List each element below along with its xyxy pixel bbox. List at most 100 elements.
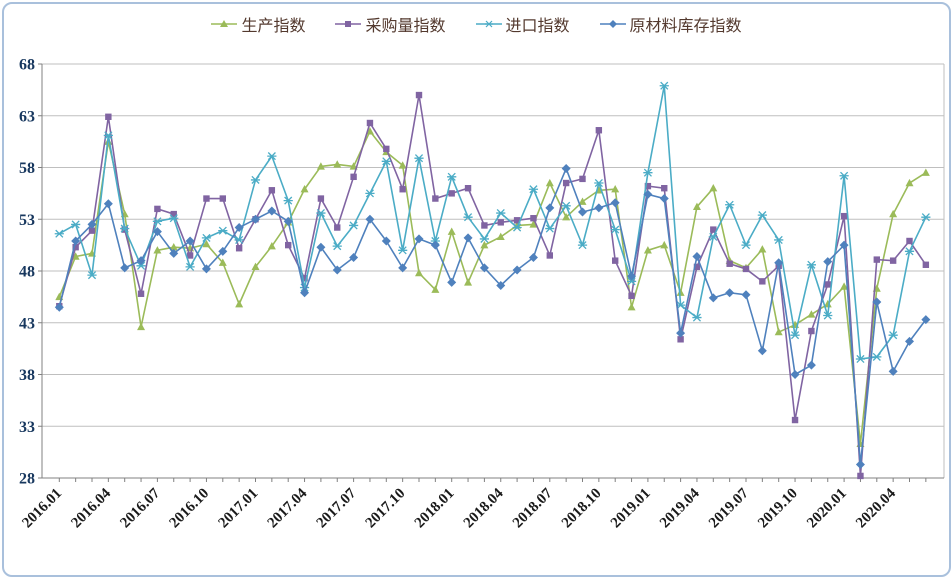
data-point-x bbox=[643, 168, 653, 177]
data-point-square bbox=[742, 265, 750, 273]
data-point-x bbox=[332, 242, 342, 251]
data-point-triangle bbox=[807, 310, 816, 318]
data-point-x bbox=[823, 311, 833, 320]
data-point-square bbox=[383, 145, 390, 153]
x-axis-tick-label: 2018.04 bbox=[461, 485, 507, 531]
data-point-triangle bbox=[823, 299, 832, 308]
data-point-diamond bbox=[545, 203, 555, 213]
data-point-square bbox=[301, 275, 308, 282]
legend-item-import-index[interactable]: 进口指数 bbox=[475, 12, 570, 36]
legend-item-raw-material-inventory-index[interactable]: 原材料库存指数 bbox=[599, 12, 742, 36]
data-point-triangle bbox=[921, 168, 930, 176]
data-point-square bbox=[759, 278, 766, 285]
data-point-x bbox=[921, 213, 931, 222]
data-point-x bbox=[185, 262, 195, 271]
data-point-x bbox=[626, 277, 637, 286]
data-point-x bbox=[774, 235, 784, 245]
data-point-diamond bbox=[398, 263, 408, 273]
data-point-square bbox=[464, 185, 472, 192]
y-axis-tick-label: 33 bbox=[19, 419, 35, 436]
x-axis-tick-label: 2017.01 bbox=[216, 486, 262, 532]
data-point-square bbox=[432, 195, 439, 202]
x-axis-tick-label: 2016.07 bbox=[117, 485, 163, 531]
data-point-triangle bbox=[316, 162, 325, 170]
data-point-x bbox=[398, 246, 408, 255]
data-point-diamond bbox=[594, 203, 604, 213]
legend-label: 生产指数 bbox=[241, 16, 306, 35]
data-point-diamond bbox=[528, 253, 538, 263]
data-point-square bbox=[219, 195, 226, 202]
legend-square-glyph bbox=[345, 21, 352, 27]
data-point-triangle bbox=[627, 303, 636, 311]
data-point-triangle bbox=[529, 220, 538, 228]
data-point-square bbox=[791, 416, 799, 424]
data-point-triangle bbox=[480, 240, 489, 249]
data-point-diamond bbox=[136, 256, 146, 266]
data-point-square bbox=[88, 227, 96, 234]
data-point-x bbox=[888, 331, 898, 340]
legend-item-production-index[interactable]: 生产指数 bbox=[211, 12, 305, 36]
data-point-x bbox=[528, 185, 539, 194]
series-line-purchasing-volume-index bbox=[58, 94, 927, 477]
data-point-triangle bbox=[611, 185, 620, 193]
data-point-diamond bbox=[71, 236, 81, 246]
x-axis-tick-label: 2017.10 bbox=[363, 486, 409, 532]
data-point-diamond bbox=[855, 460, 865, 470]
legend-diamond-glyph bbox=[608, 20, 617, 28]
data-point-diamond bbox=[839, 240, 849, 250]
data-point-diamond bbox=[152, 227, 162, 237]
data-point-diamond bbox=[610, 198, 620, 208]
data-point-x bbox=[250, 175, 261, 184]
data-point-triangle bbox=[496, 232, 505, 241]
x-axis-tick-label: 2019.01 bbox=[608, 486, 654, 532]
data-point-diamond bbox=[757, 346, 767, 356]
data-point-triangle bbox=[431, 285, 440, 293]
data-point-square bbox=[399, 186, 406, 193]
data-point-triangle bbox=[578, 197, 587, 205]
data-point-square bbox=[628, 292, 635, 300]
data-point-square bbox=[726, 260, 733, 267]
data-point-triangle bbox=[676, 288, 685, 296]
data-point-square bbox=[448, 190, 455, 197]
data-point-diamond bbox=[381, 236, 391, 246]
data-point-diamond bbox=[267, 206, 277, 216]
data-point-triangle bbox=[464, 278, 473, 286]
data-point-square bbox=[677, 336, 684, 343]
data-point-x bbox=[120, 224, 130, 233]
data-point-diamond bbox=[103, 199, 113, 209]
legend-marker-triangle-icon bbox=[211, 20, 238, 27]
x-axis-tick-label: 2018.01 bbox=[412, 486, 458, 532]
data-point-diamond bbox=[87, 219, 97, 229]
data-point-triangle bbox=[447, 227, 456, 235]
x-axis-tick-label: 2018.10 bbox=[559, 486, 605, 532]
data-point-triangle bbox=[153, 246, 162, 254]
y-axis-tick-label: 48 bbox=[19, 264, 35, 281]
data-point-triangle bbox=[300, 185, 309, 193]
data-point-square bbox=[235, 245, 243, 252]
data-point-x bbox=[414, 154, 424, 163]
data-point-diamond bbox=[659, 194, 669, 204]
data-point-x bbox=[594, 178, 604, 188]
data-point-square bbox=[203, 195, 210, 202]
data-point-diamond bbox=[54, 302, 64, 312]
legend-item-purchasing-volume-index[interactable]: 采购量指数 bbox=[335, 12, 446, 36]
data-point-diamond bbox=[790, 370, 800, 379]
data-point-x bbox=[54, 229, 64, 238]
y-axis-tick-label: 58 bbox=[19, 160, 35, 177]
data-point-x bbox=[577, 241, 588, 250]
data-point-diamond bbox=[463, 233, 473, 243]
data-point-x bbox=[872, 352, 882, 361]
data-point-square bbox=[481, 222, 488, 229]
data-point-x bbox=[561, 201, 571, 210]
data-point-square bbox=[268, 187, 276, 194]
legend-triangle-glyph bbox=[220, 20, 229, 27]
data-point-triangle bbox=[905, 178, 914, 187]
x-axis-tick-label: 2020.04 bbox=[853, 485, 899, 531]
data-point-square bbox=[415, 91, 423, 99]
data-point-square bbox=[612, 257, 619, 264]
data-point-square bbox=[530, 215, 537, 222]
data-point-x bbox=[316, 208, 326, 218]
data-point-triangle bbox=[545, 178, 554, 187]
data-point-diamond bbox=[496, 280, 506, 290]
data-point-x bbox=[806, 260, 816, 269]
